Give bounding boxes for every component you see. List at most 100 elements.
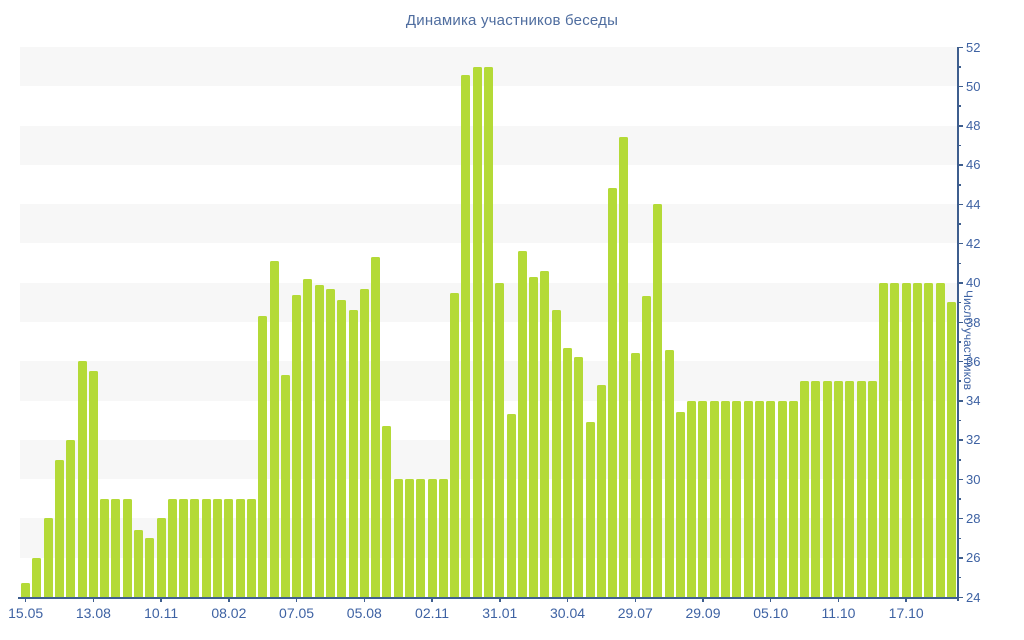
bar <box>845 380 855 597</box>
bar <box>517 251 527 597</box>
bar <box>156 518 166 597</box>
y-major-tick <box>957 125 963 127</box>
bar <box>167 498 177 597</box>
y-tick-label: 32 <box>966 432 981 448</box>
x-tick <box>295 597 298 602</box>
bar <box>563 347 573 597</box>
y-major-tick <box>957 242 963 245</box>
y-minor-tick <box>957 301 961 304</box>
bar <box>664 349 674 597</box>
y-minor-tick <box>957 419 961 422</box>
bar <box>472 66 482 597</box>
bar <box>145 538 155 597</box>
bar <box>766 400 776 597</box>
y-axis-line <box>957 47 959 601</box>
y-minor-tick <box>957 537 961 540</box>
bar <box>450 292 460 597</box>
bar <box>642 296 652 597</box>
y-minor-tick <box>957 459 961 461</box>
bar <box>359 288 369 597</box>
y-major-tick <box>957 360 963 363</box>
bar <box>427 479 437 597</box>
bar <box>540 270 550 597</box>
y-tick-label: 28 <box>966 510 981 526</box>
x-tick-label: 31.01 <box>482 605 518 621</box>
bar <box>822 380 832 597</box>
bar <box>55 459 64 597</box>
y-major-tick <box>957 85 963 88</box>
y-major-tick <box>957 164 963 166</box>
bar <box>213 498 223 597</box>
bar <box>856 380 866 597</box>
bar <box>743 400 753 597</box>
y-major-tick <box>957 46 963 48</box>
x-tick <box>905 597 907 602</box>
x-tick <box>431 597 433 602</box>
x-tick-label: 05.08 <box>346 605 382 621</box>
bar <box>653 204 663 597</box>
x-tick-label: 05.10 <box>753 605 789 621</box>
y-minor-tick <box>957 184 961 186</box>
bar <box>687 400 697 597</box>
x-tick <box>160 597 162 602</box>
y-minor-tick <box>957 341 961 343</box>
y-tick-label: 52 <box>966 39 981 55</box>
bar <box>461 74 471 597</box>
x-tick-label: 10.11 <box>144 605 179 621</box>
bar <box>416 479 426 597</box>
y-major-tick <box>957 517 963 520</box>
bar <box>811 380 821 597</box>
y-tick-label: 26 <box>966 550 981 566</box>
x-tick <box>634 597 636 602</box>
y-tick-label: 24 <box>966 589 981 605</box>
x-tick <box>24 597 27 602</box>
bar <box>800 380 810 597</box>
x-tick-label: 11.10 <box>821 605 856 621</box>
x-tick-label: 17.10 <box>888 605 924 621</box>
bar <box>732 400 742 597</box>
bar <box>574 357 584 597</box>
x-tick <box>499 597 501 602</box>
x-axis-line <box>18 597 957 599</box>
bar <box>619 137 629 597</box>
y-minor-tick <box>957 380 961 382</box>
y-major-tick <box>957 400 963 402</box>
x-tick-label: 29.09 <box>685 605 721 621</box>
bar <box>912 282 922 597</box>
bar <box>235 498 245 597</box>
bar <box>280 375 290 597</box>
bar <box>901 282 911 597</box>
y-major-tick <box>957 321 963 323</box>
bar <box>337 300 347 597</box>
bar <box>348 310 358 597</box>
x-tick-label: 15.05 <box>8 605 44 621</box>
bar <box>224 498 234 597</box>
y-tick-label: 38 <box>966 314 981 330</box>
bar <box>484 66 493 597</box>
bar <box>269 261 279 597</box>
bar <box>675 412 685 597</box>
bar <box>43 518 53 597</box>
bar <box>630 353 640 597</box>
bar <box>325 288 335 597</box>
bar <box>134 530 144 597</box>
bar <box>21 583 31 597</box>
y-minor-tick <box>957 262 961 265</box>
bar <box>201 498 211 597</box>
y-major-tick <box>957 596 963 598</box>
bar <box>867 380 877 597</box>
y-minor-tick <box>957 105 961 107</box>
x-tick-label: 08.02 <box>211 605 247 621</box>
bar <box>246 498 256 597</box>
bar <box>879 282 889 597</box>
x-tick <box>769 597 772 602</box>
bar <box>890 282 900 597</box>
bar <box>585 422 595 597</box>
x-tick <box>837 597 840 602</box>
bar <box>698 400 708 597</box>
bar <box>551 310 561 597</box>
x-tick <box>92 597 95 602</box>
x-tick <box>566 597 569 602</box>
bar <box>833 380 843 597</box>
